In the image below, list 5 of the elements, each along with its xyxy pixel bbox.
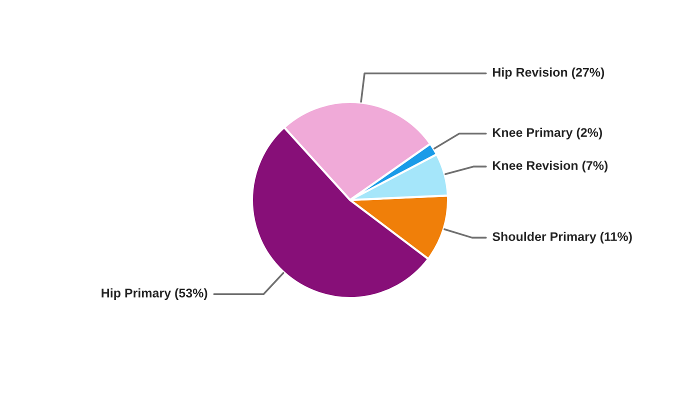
slice-label: Hip Revision (27%) <box>492 68 604 80</box>
slice-label: Shoulder Primary (11%) <box>492 232 632 244</box>
slice-label: Knee Primary (2%) <box>492 128 602 140</box>
slice-label: Hip Primary (53%) <box>102 288 208 300</box>
slice-label: Knee Revision (7%) <box>492 160 608 172</box>
